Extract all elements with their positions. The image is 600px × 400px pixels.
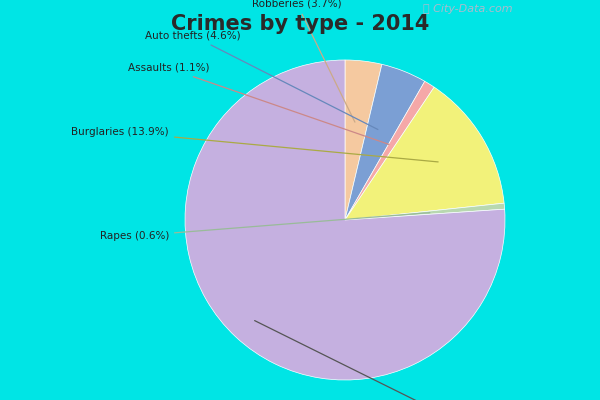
Text: Robberies (3.7%): Robberies (3.7%): [252, 0, 355, 122]
Text: ⓘ City-Data.com: ⓘ City-Data.com: [424, 4, 513, 14]
Text: Auto thefts (4.6%): Auto thefts (4.6%): [145, 31, 378, 130]
Text: Thefts (76.0%): Thefts (76.0%): [254, 320, 510, 400]
Text: Rapes (0.6%): Rapes (0.6%): [100, 213, 430, 241]
Wedge shape: [345, 81, 434, 220]
Wedge shape: [345, 64, 425, 220]
Wedge shape: [185, 60, 505, 380]
Text: Crimes by type - 2014: Crimes by type - 2014: [171, 14, 429, 34]
Wedge shape: [345, 87, 504, 220]
Wedge shape: [345, 203, 505, 220]
Wedge shape: [345, 60, 382, 220]
Text: Assaults (1.1%): Assaults (1.1%): [128, 63, 389, 144]
Text: Burglaries (13.9%): Burglaries (13.9%): [71, 127, 438, 162]
